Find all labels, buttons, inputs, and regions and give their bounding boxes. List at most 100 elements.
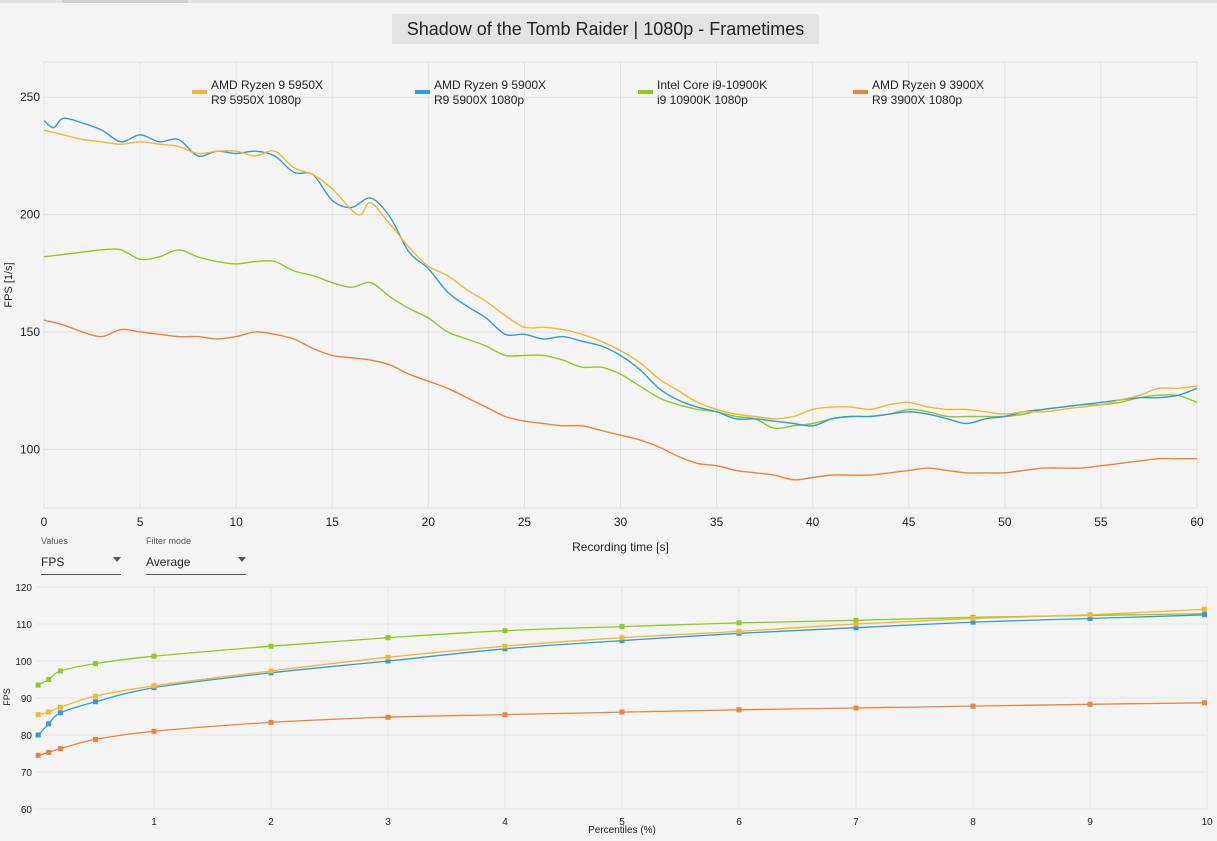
y-tick-label: 90 [21,694,33,705]
x-tick-label: 5 [619,817,625,828]
values-selected: FPS [41,555,65,569]
legend-entry-sub: R9 5900X 1080p [434,93,524,107]
y-tick-label: 120 [15,583,32,594]
data-point [46,721,52,727]
data-point [93,736,98,742]
data-point [57,710,63,716]
x-tick-label: 4 [502,817,508,828]
data-point [268,719,274,725]
filter-mode-selected: Average [146,555,191,569]
data-point [151,653,157,659]
series-line [43,319,1197,481]
data-point [268,668,274,674]
values-select[interactable]: FPS [41,552,121,575]
data-point [736,628,742,634]
y-tick-label: 150 [20,325,40,339]
data-point [1202,612,1207,618]
x-tick-label: 15 [326,515,340,529]
data-point [853,705,859,711]
y-tick-label: 250 [20,90,40,104]
x-tick-label: 60 [1190,515,1204,529]
top-tab-strip [0,0,1217,3]
data-point [970,615,976,621]
x-tick-label: 5 [137,515,144,529]
y-axis-label: FPS [1/s] [3,262,15,307]
x-tick-label: 1 [151,817,157,828]
data-point [1202,700,1207,706]
y-tick-label: 80 [21,731,33,742]
filter-mode-control[interactable]: Filter mode Average [146,536,246,575]
chevron-down-icon[interactable] [238,557,246,562]
y-axis-label: FPS [2,688,12,706]
data-point [853,621,859,627]
data-point [93,661,98,667]
legend-entry-sub: i9 10900K 1080p [657,93,748,107]
data-point [151,683,157,689]
y-tick-label: 100 [15,657,32,668]
chevron-down-icon[interactable] [113,557,121,562]
data-point [502,643,508,649]
data-point [46,749,52,755]
y-tick-label: 100 [20,442,40,456]
data-point [619,709,625,715]
x-tick-label: 25 [518,515,532,529]
data-point [853,625,859,631]
y-tick-label: 60 [21,805,33,816]
values-control[interactable]: Values FPS [41,536,121,575]
filter-mode-label: Filter mode [146,536,192,546]
legend-entry: AMD Ryzen 9 3900X [872,78,984,92]
x-tick-label: 50 [998,515,1012,529]
x-tick-label: 8 [970,817,976,828]
data-point [853,617,859,623]
x-tick-label: 0 [41,515,48,529]
data-point [1202,606,1207,612]
y-tick-label: 200 [20,208,40,222]
data-point [35,732,41,738]
data-point [57,704,63,710]
legend-entry: AMD Ryzen 9 5950X [211,78,323,92]
data-point [385,658,391,664]
x-tick-label: 30 [614,515,628,529]
data-point [970,703,976,709]
data-point [385,714,391,720]
legend-swatch [853,90,868,94]
legend-entry: AMD Ryzen 9 5900X [434,78,546,92]
legend-entry: Intel Core i9-10900K [657,78,767,92]
x-axis-label: Recording time [s] [572,540,669,554]
data-point [970,619,976,625]
data-point [385,635,391,641]
data-point [619,624,625,630]
active-tab[interactable] [62,0,188,3]
data-point [46,709,52,715]
filter-mode-select[interactable]: Average [146,552,246,575]
data-point [385,654,391,660]
legend-entry-sub: R9 3900X 1080p [872,93,962,107]
x-tick-label: 45 [902,515,916,529]
x-tick-label: 7 [853,817,859,828]
data-point [151,728,157,734]
legend-swatch [638,90,653,94]
data-point [1087,615,1093,621]
data-point [736,707,742,713]
y-tick-label: 70 [21,768,33,779]
data-point [502,628,508,634]
x-tick-label: 55 [1094,515,1108,529]
data-point [35,682,41,688]
data-point [57,668,63,674]
data-point [35,752,41,758]
data-point [46,677,52,682]
legend-swatch [415,90,430,94]
legend-entry-sub: R9 5950X 1080p [211,93,301,107]
x-tick-label: 10 [229,515,243,529]
values-label: Values [41,536,68,546]
x-tick-label: 20 [422,515,436,529]
chart-title: Shadow of the Tomb Raider | 1080p - Fram… [392,14,819,44]
data-point [268,643,274,649]
x-axis-label: Percentiles (%) [588,825,656,836]
series-line [37,614,1208,736]
series-line [43,129,1198,420]
x-tick-label: 3 [385,817,391,828]
data-point [502,646,508,652]
x-tick-label: 40 [806,515,820,529]
